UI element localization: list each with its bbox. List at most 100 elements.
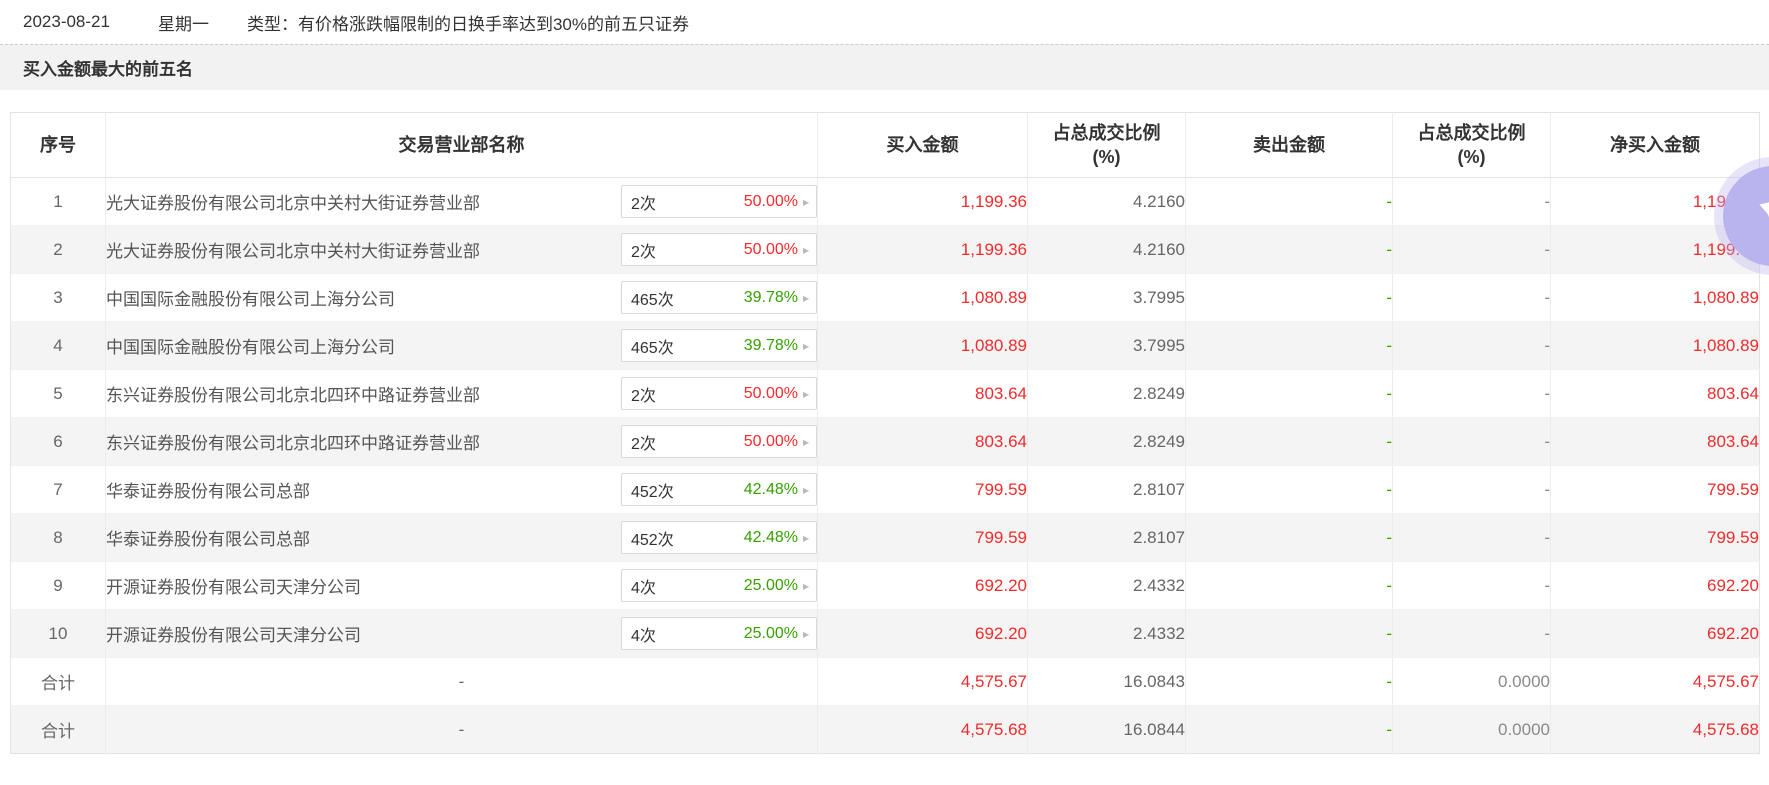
table-row: 5 东兴证券股份有限公司北京北四环中路证券营业部 2次 50.00% ▸ 803.64 2.… [10,369,1760,418]
broker-name-cell: - [105,657,818,706]
badge-expand-arrow-icon: ▸ [802,242,809,257]
sell-ratio-cell: - [1392,465,1551,514]
net-buy-amount-cell: 799.59 [1550,513,1760,562]
table-row: 7 华泰证券股份有限公司总部 452次 42.48% ▸ 799.59 2.8107- -79… [10,465,1760,514]
broker-name-placeholder: - [458,719,465,739]
table-row: 10 开源证券股份有限公司天津分公司 4次 25.00% ▸ 692.20 2.4332- -… [10,609,1760,658]
trade-count-badge[interactable]: 2次 50.00% ▸ [621,377,817,410]
buy-amount-cell: 803.64 [817,369,1028,418]
badge-expand-arrow-icon: ▸ [802,386,809,401]
buy-ratio-cell: 3.7995 [1027,321,1186,370]
badge-percent: 25.00% [743,576,798,594]
trade-count-badge[interactable]: 2次 50.00% ▸ [621,185,817,218]
badge-percent: 39.78% [743,288,798,306]
section-title: 买入金额最大的前五名 [23,60,193,79]
broker-name: 中国国际金融股份有限公司上海分公司 [106,290,395,309]
sell-ratio-cell: - [1392,225,1551,274]
sell-ratio-cell: - [1392,321,1551,370]
broker-name: 光大证券股份有限公司北京中关村大街证券营业部 [106,194,480,213]
buy-amount-cell: 803.64 [817,417,1028,466]
buy-amount-cell: 799.59 [817,465,1028,514]
badge-percent: 50.00% [743,384,798,402]
sell-ratio-cell: - [1392,609,1551,658]
sell-amount-cell: - [1185,465,1393,514]
badge-percent: 42.48% [743,528,798,546]
trade-count-badge[interactable]: 465次 39.78% ▸ [621,281,817,314]
seq-cell: 1 [10,177,106,226]
sell-amount-cell: - [1185,225,1393,274]
buy-amount-cell: 4,575.68 [817,705,1028,754]
section-bar: 买入金额最大的前五名 [0,44,1769,90]
trade-count-badge[interactable]: 465次 39.78% ▸ [621,329,817,362]
buy-amount-cell: 1,199.36 [817,177,1028,226]
buy-ratio-cell: 4.2160 [1027,177,1186,226]
broker-name: 开源证券股份有限公司天津分公司 [106,626,361,645]
list-type-label: 类型：有价格涨跌幅限制的日换手率达到30%的前五只证券 [246,14,689,34]
broker-name: 光大证券股份有限公司北京中关村大街证券营业部 [106,242,480,261]
buy-ratio-cell: 2.4332 [1027,561,1186,610]
table-row: 9 开源证券股份有限公司天津分公司 4次 25.00% ▸ 692.20 2.4332- -6… [10,561,1760,610]
net-buy-amount-cell: 803.64 [1550,417,1760,466]
badge-percent: 50.00% [743,432,798,450]
badge-count: 4次 [631,579,656,597]
trade-count-badge[interactable]: 4次 25.00% ▸ [621,617,817,650]
buy-amount-cell: 692.20 [817,609,1028,658]
badge-count: 2次 [631,435,656,453]
seq-cell: 7 [10,465,106,514]
sell-ratio-cell: 0.0000 [1392,705,1551,754]
sell-amount-cell: - [1185,561,1393,610]
table-row: 2 光大证券股份有限公司北京中关村大街证券营业部 2次 50.00% ▸ 1,199.36… [10,225,1760,274]
table-row: 4 中国国际金融股份有限公司上海分公司 465次 39.78% ▸ 1,080.89 3.7… [10,321,1760,370]
broker-name: 华泰证券股份有限公司总部 [106,530,310,549]
badge-percent: 50.00% [743,240,798,258]
buy-ratio-cell: 2.8249 [1027,369,1186,418]
buy-amount-cell: 692.20 [817,561,1028,610]
sell-ratio-cell: - [1392,369,1551,418]
net-buy-amount-cell: 799.59 [1550,465,1760,514]
broker-name-cell: 中国国际金融股份有限公司上海分公司 465次 39.78% ▸ [105,321,818,370]
trade-count-badge[interactable]: 452次 42.48% ▸ [621,473,817,506]
trade-count-badge[interactable]: 452次 42.48% ▸ [621,521,817,554]
total-label-cell: 合计 [10,657,106,706]
broker-name: 东兴证券股份有限公司北京北四环中路证券营业部 [106,386,480,405]
broker-name-cell: 东兴证券股份有限公司北京北四环中路证券营业部 2次 50.00% ▸ [105,417,818,466]
broker-name-cell: 中国国际金融股份有限公司上海分公司 465次 39.78% ▸ [105,273,818,322]
broker-name: 开源证券股份有限公司天津分公司 [106,578,361,597]
net-buy-amount-cell: 4,575.67 [1550,657,1760,706]
buy-ratio-cell: 16.0844 [1027,705,1186,754]
sell-ratio-cell: - [1392,177,1551,226]
weekday-label: 星期一 [157,14,209,34]
buy-ratio-cell: 2.8107 [1027,465,1186,514]
trade-count-badge[interactable]: 4次 25.00% ▸ [621,569,817,602]
trade-count-badge[interactable]: 2次 50.00% ▸ [621,233,817,266]
header-sell-amount: 卖出金额 [1185,112,1393,178]
sell-ratio-cell: - [1392,273,1551,322]
buy-ratio-cell: 2.4332 [1027,609,1186,658]
buyers-table-wrap: 序号 交易营业部名称 买入金额 占总成交比例(%) 卖出金额 占总成交比例(%) 净买入金额… [10,112,1760,754]
seq-cell: 3 [10,273,106,322]
table-row: 3 中国国际金融股份有限公司上海分公司 465次 39.78% ▸ 1,080.89 3.7… [10,273,1760,322]
badge-expand-arrow-icon: ▸ [802,626,809,641]
badge-count: 452次 [631,483,674,501]
seq-cell: 5 [10,369,106,418]
badge-count: 4次 [631,627,656,645]
broker-name-cell: 华泰证券股份有限公司总部 452次 42.48% ▸ [105,513,818,562]
buy-amount-cell: 1,080.89 [817,273,1028,322]
header-buy-amount: 买入金额 [817,112,1028,178]
badge-count: 452次 [631,531,674,549]
broker-name-cell: 东兴证券股份有限公司北京北四环中路证券营业部 2次 50.00% ▸ [105,369,818,418]
buy-ratio-cell: 2.8249 [1027,417,1186,466]
sell-amount-cell: - [1185,609,1393,658]
broker-name-placeholder: - [458,671,465,691]
net-buy-amount-cell: 692.20 [1550,561,1760,610]
seq-cell: 2 [10,225,106,274]
header-buy-ratio: 占总成交比例(%) [1027,112,1186,178]
badge-expand-arrow-icon: ▸ [802,194,809,209]
badge-expand-arrow-icon: ▸ [802,338,809,353]
broker-name-cell: 华泰证券股份有限公司总部 452次 42.48% ▸ [105,465,818,514]
badge-expand-arrow-icon: ▸ [802,290,809,305]
sell-amount-cell: - [1185,177,1393,226]
sell-amount-cell: - [1185,513,1393,562]
trade-count-badge[interactable]: 2次 50.00% ▸ [621,425,817,458]
sell-amount-cell: - [1185,273,1393,322]
